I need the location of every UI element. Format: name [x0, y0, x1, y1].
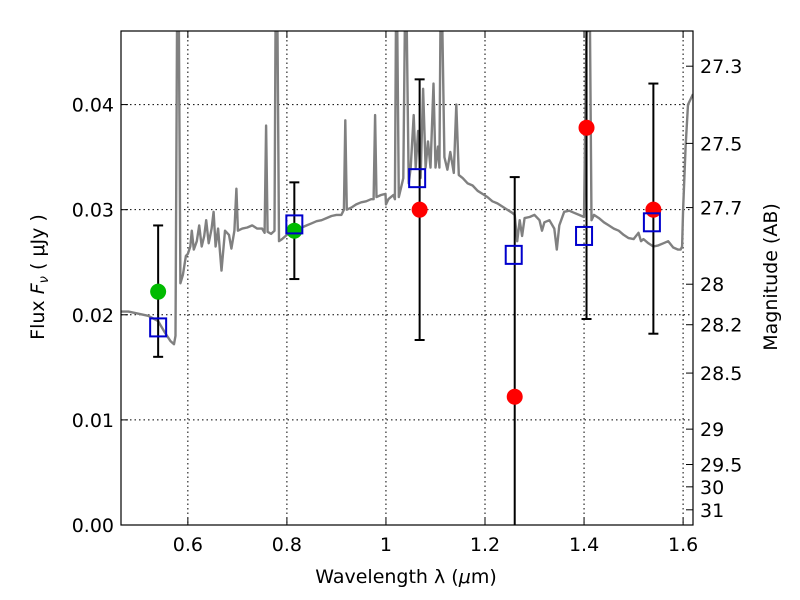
- magnitude-tick-label: 28.5: [700, 363, 742, 385]
- upper-limit-point: [506, 388, 523, 405]
- detection-point: [286, 222, 303, 239]
- model-band-square: [642, 212, 661, 233]
- y-tick-label: 0.04: [72, 95, 114, 117]
- model-band-square: [408, 168, 427, 189]
- y-axis-label-text: Flux: [27, 294, 49, 340]
- y-axis-label-symbol: F: [27, 282, 49, 294]
- x-tick-label: 1.2: [470, 534, 500, 556]
- y-tick-label: 0.00: [72, 515, 114, 537]
- y-tick-label: 0.01: [72, 410, 114, 432]
- y-tick-label: 0.02: [72, 305, 114, 327]
- x-tick-label: 1.6: [668, 534, 698, 556]
- errorbar-layer: [153, 31, 659, 525]
- x-axis-label-unit: m): [471, 566, 497, 588]
- model-band-square: [149, 317, 168, 338]
- magnitude-tick-label: 27.5: [700, 133, 742, 155]
- model-band-square: [285, 214, 304, 235]
- magnitude-tick-label: 31: [700, 500, 724, 522]
- x-axis-label-text: Wavelength λ (: [315, 566, 458, 588]
- y-axis-label: Flux Fν ( μJy ): [27, 214, 52, 340]
- model-band-square: [504, 244, 523, 265]
- plot-frame: [120, 30, 694, 526]
- y-axis-label-subscript: ν: [37, 276, 52, 283]
- model-spectrum-layer: [121, 31, 693, 346]
- y-tick-label: 0.03: [72, 200, 114, 222]
- y-axis-label-unit: Jy ): [27, 214, 49, 245]
- upper-limit-point: [578, 119, 595, 136]
- tick-layer: 0.6 0.8 1 1.2 1.4 1.6 0.00 0.01 0.02 0.03 0.04 27.3…: [72, 31, 742, 556]
- magnitude-tick-label: 30: [700, 477, 724, 499]
- magnitude-tick-label: 29: [700, 419, 724, 441]
- x-tick-label: 1.4: [569, 534, 599, 556]
- point-layer: [149, 119, 662, 405]
- magnitude-tick-label: 28: [700, 274, 724, 296]
- magnitude-tick-label: 28.2: [700, 315, 742, 337]
- magnitude-tick-label: 27.7: [700, 198, 742, 220]
- detection-point: [150, 283, 167, 300]
- x-tick-label: 0.8: [272, 534, 302, 556]
- model-band-square: [575, 225, 594, 246]
- y-axis-label-mu: ( μ: [27, 244, 49, 276]
- upper-limit-point: [411, 201, 428, 218]
- x-axis-label-mu: μ: [458, 566, 471, 588]
- magnitude-axis-label: Magnitude (AB): [760, 203, 782, 351]
- x-tick-label: 1: [380, 534, 392, 556]
- x-axis-label: Wavelength λ (μm): [315, 566, 496, 588]
- model-spectrum-line: [121, 31, 693, 346]
- magnitude-tick-label: 27.3: [700, 56, 742, 78]
- x-tick-label: 0.6: [173, 534, 203, 556]
- magnitude-tick-label: 29.5: [700, 455, 742, 477]
